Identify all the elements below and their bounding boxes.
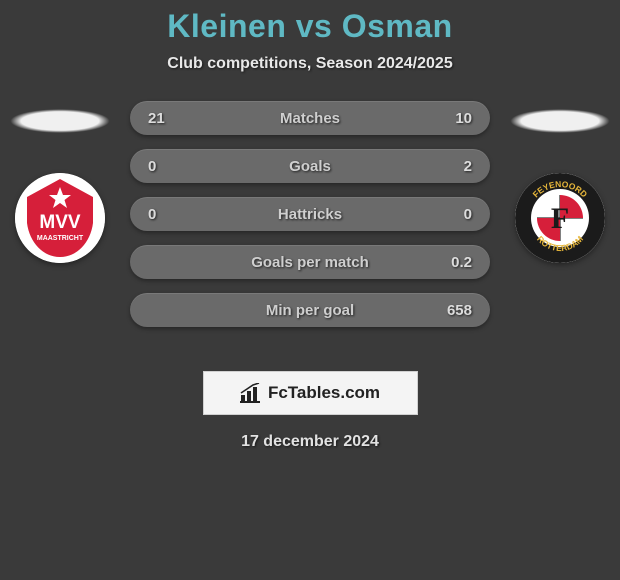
- stat-row: 0Goals2: [130, 149, 490, 183]
- left-club-badge: MVV MAASTRICHT: [15, 173, 105, 263]
- player-shadow: [510, 109, 610, 133]
- stat-label: Hattricks: [188, 206, 432, 223]
- page-title: Kleinen vs Osman: [0, 0, 620, 45]
- left-player-slot: MVV MAASTRICHT: [0, 91, 120, 263]
- mvv-badge-icon: MVV MAASTRICHT: [15, 173, 105, 263]
- stat-label: Min per goal: [188, 302, 432, 319]
- stat-left-value: 0: [148, 206, 188, 223]
- stat-label: Goals: [188, 158, 432, 175]
- right-club-badge: FEYENOORD ROTTERDAM F: [515, 173, 605, 263]
- feyenoord-badge-icon: FEYENOORD ROTTERDAM F: [515, 173, 605, 263]
- brand-box[interactable]: FcTables.com: [203, 371, 418, 415]
- subtitle: Club competitions, Season 2024/2025: [0, 55, 620, 73]
- stat-right-value: 10: [432, 110, 472, 127]
- stat-left-value: 21: [148, 110, 188, 127]
- right-player-slot: FEYENOORD ROTTERDAM F: [500, 91, 620, 263]
- stat-row: 0Hattricks0: [130, 197, 490, 231]
- stats-column: 21Matches100Goals20Hattricks0Goals per m…: [130, 101, 490, 327]
- svg-text:F: F: [551, 202, 569, 235]
- stat-right-value: 0.2: [432, 254, 472, 271]
- svg-text:MVV: MVV: [39, 212, 81, 233]
- brand-text: FcTables.com: [268, 383, 380, 403]
- svg-text:MAASTRICHT: MAASTRICHT: [37, 235, 84, 242]
- player-shadow: [10, 109, 110, 133]
- stat-right-value: 658: [432, 302, 472, 319]
- stat-label: Goals per match: [188, 254, 432, 271]
- chart-icon: [240, 383, 262, 403]
- comparison-arena: MVV MAASTRICHT FEYENOORD ROTTERDAM: [0, 91, 620, 351]
- stat-label: Matches: [188, 110, 432, 127]
- date-line: 17 december 2024: [0, 433, 620, 451]
- stat-left-value: 0: [148, 158, 188, 175]
- stat-row: 21Matches10: [130, 101, 490, 135]
- stat-row: Goals per match0.2: [130, 245, 490, 279]
- stat-right-value: 0: [432, 206, 472, 223]
- stat-row: Min per goal658: [130, 293, 490, 327]
- stat-right-value: 2: [432, 158, 472, 175]
